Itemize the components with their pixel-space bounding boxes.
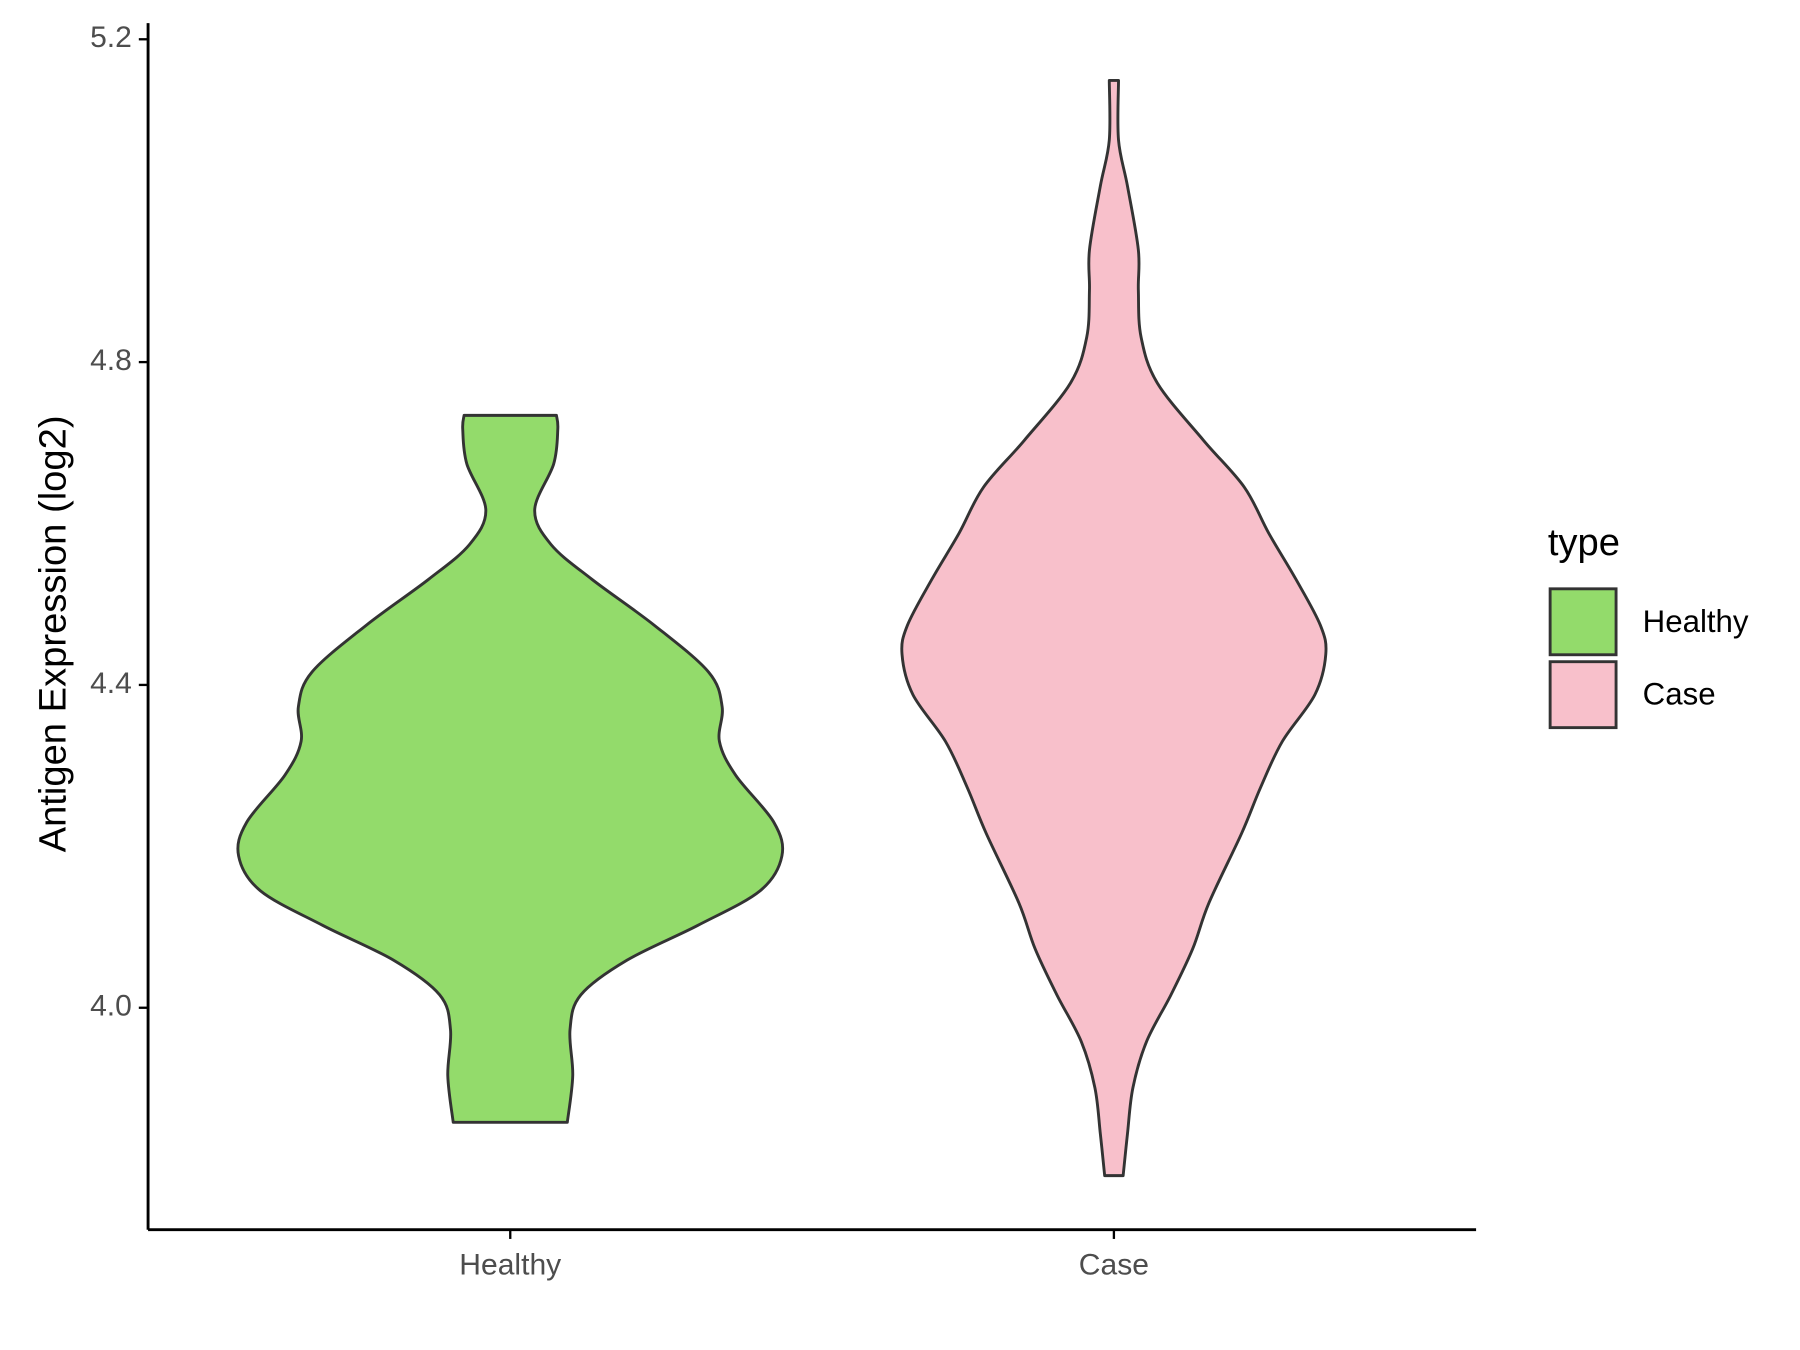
legend-label: Healthy xyxy=(1643,604,1749,639)
y-axis-label: Antigen Expression (log2) xyxy=(32,415,75,852)
x-tick-label: Healthy xyxy=(459,1249,561,1282)
violin xyxy=(236,413,785,1124)
legend-title: type xyxy=(1548,521,1620,564)
violin xyxy=(900,78,1328,1178)
y-tick-label: 5.2 xyxy=(90,21,132,54)
y-tick-label: 4.4 xyxy=(90,667,132,700)
x-tick-label: Case xyxy=(1079,1249,1149,1282)
legend-key xyxy=(1548,587,1618,657)
y-tick-label: 4.0 xyxy=(90,990,132,1023)
legend-key xyxy=(1548,660,1618,730)
legend-label: Case xyxy=(1643,677,1716,712)
y-tick-label: 4.8 xyxy=(90,344,132,377)
